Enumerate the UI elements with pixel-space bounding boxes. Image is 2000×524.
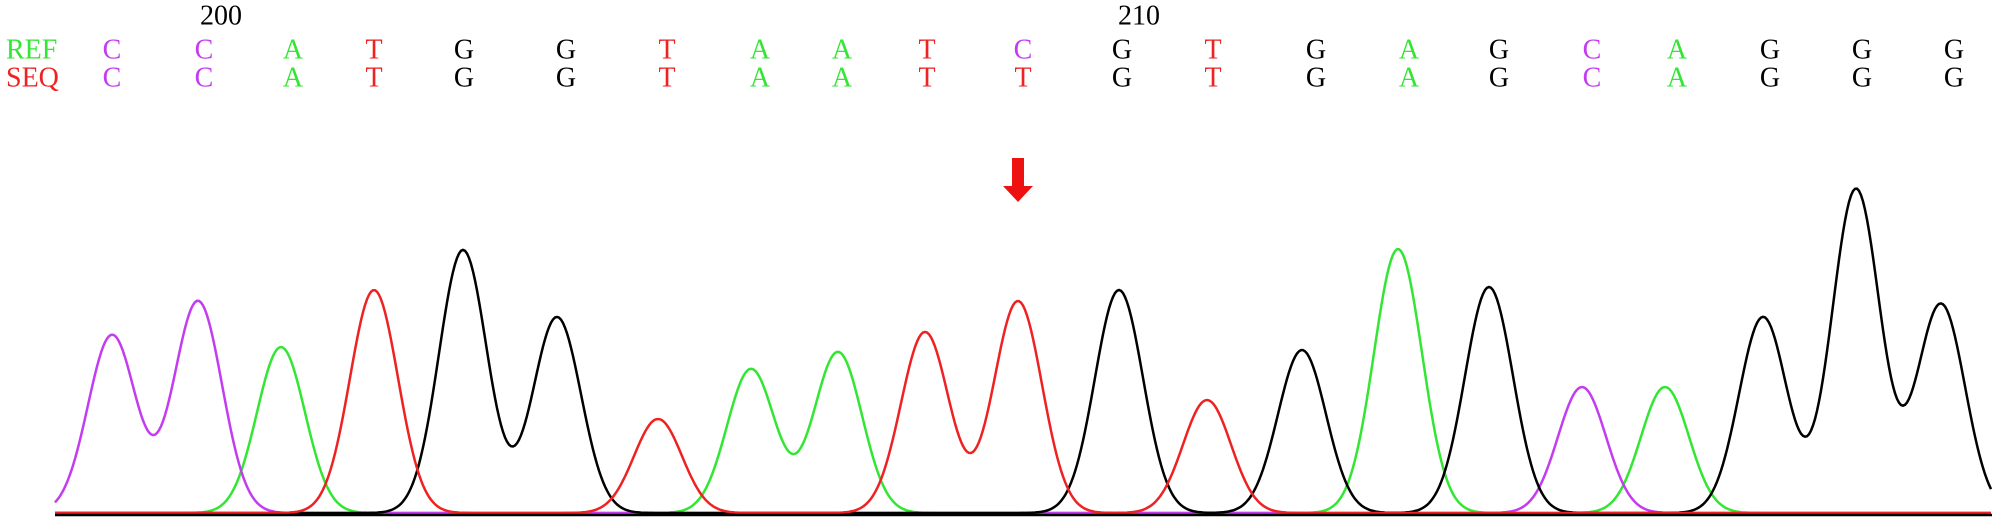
seq-base: G [1760, 62, 1780, 93]
seq-base: T [1204, 62, 1221, 93]
seq-base: G [1489, 62, 1509, 93]
ref-base: A [750, 34, 771, 65]
seq-base: T [365, 62, 382, 93]
trace-a [55, 247, 1991, 515]
trace-t [55, 288, 1991, 515]
ref-base: T [918, 34, 935, 65]
seq-base: A [750, 62, 771, 93]
ref-base: T [658, 34, 675, 65]
ref-label: REF [6, 34, 57, 65]
seq-base: A [1667, 62, 1688, 93]
trace-g [55, 187, 1993, 515]
seq-base: C [1583, 62, 1602, 93]
ref-base: G [1852, 34, 1872, 65]
ref-base: C [1014, 34, 1033, 65]
ref-base: G [1944, 34, 1964, 65]
seq-base: A [1399, 62, 1420, 93]
ref-base: A [1667, 34, 1688, 65]
ref-base: A [283, 34, 304, 65]
seq-base: C [195, 62, 214, 93]
ref-base: C [103, 34, 122, 65]
seq-base: G [1944, 62, 1964, 93]
seq-base: A [283, 62, 304, 93]
seq-base: G [556, 62, 576, 93]
ref-base: A [1399, 34, 1420, 65]
ref-base: G [1760, 34, 1780, 65]
ref-base: G [1112, 34, 1132, 65]
seq-base: A [832, 62, 853, 93]
seq-base: G [454, 62, 474, 93]
seq-base: T [1014, 62, 1031, 93]
seq-base: C [103, 62, 122, 93]
ref-base: G [454, 34, 474, 65]
seq-base: G [1306, 62, 1326, 93]
ref-base: C [1583, 34, 1602, 65]
seq-label: SEQ [6, 62, 59, 93]
ref-base: G [556, 34, 576, 65]
ref-base: G [1306, 34, 1326, 65]
ref-base: T [365, 34, 382, 65]
seq-base: T [658, 62, 675, 93]
seq-base: G [1852, 62, 1872, 93]
position-label: 210 [1118, 0, 1160, 31]
ref-base: A [832, 34, 853, 65]
traces [54, 187, 1993, 515]
ref-base: C [195, 34, 214, 65]
seq-base: T [918, 62, 935, 93]
ref-base: G [1489, 34, 1509, 65]
position-label: 200 [200, 0, 242, 31]
variant-arrow [1003, 158, 1033, 202]
ref-base: T [1204, 34, 1221, 65]
seq-base: G [1112, 62, 1132, 93]
